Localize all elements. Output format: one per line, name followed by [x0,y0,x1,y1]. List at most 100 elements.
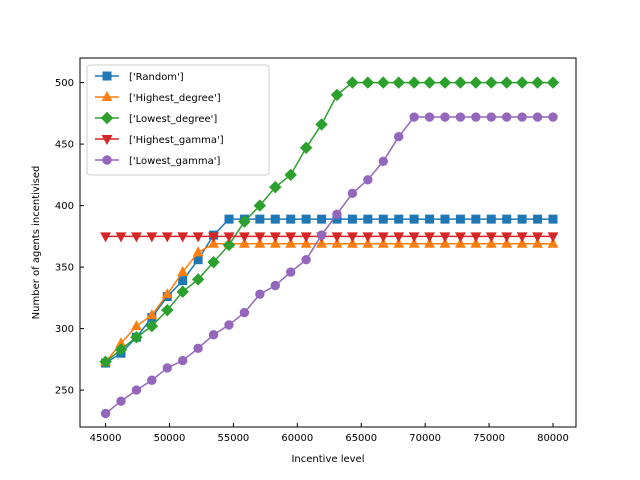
data-point [532,112,543,122]
data-point [161,288,173,299]
data-point [485,76,498,89]
data-point [547,237,559,248]
data-point [239,307,250,318]
series-group [99,76,560,369]
legend-marker [100,111,114,125]
data-point [377,76,390,89]
data-point [286,267,296,277]
legend-marker [101,90,113,101]
legend-marker [101,135,113,146]
data-point [377,232,389,243]
data-point [254,237,266,248]
data-point [546,76,560,89]
data-point [346,232,358,243]
data-point [346,237,358,248]
data-point [301,214,311,224]
data-point [178,355,188,366]
data-point [440,214,450,224]
data-point [515,76,529,89]
ticks-layer: 45000 50000 55000 60000 65000 70000 75000 80000… [55,78,569,444]
series-group [100,232,559,243]
data-point [331,237,343,248]
data-point [392,76,405,89]
legend-label: ['Lowest_degree'] [129,114,217,125]
data-point [208,232,220,243]
data-point [316,237,328,248]
data-point [485,237,497,248]
data-point [192,232,204,243]
x-axis-label: Incentive level [291,454,364,465]
data-point [531,76,544,89]
data-point [285,232,297,243]
data-point [424,237,436,248]
data-point [253,199,267,212]
data-point [285,237,297,248]
data-point [270,214,280,224]
data-point [363,175,373,185]
plot-frame [79,57,577,428]
data-point [346,76,359,89]
data-point [408,232,420,243]
data-point [100,408,111,419]
data-point [548,112,558,122]
data-point [394,132,404,142]
legend-box [86,64,270,176]
data-point [517,112,527,122]
data-point [270,280,280,291]
data-point [502,112,512,122]
data-point [454,237,466,248]
data-point [547,232,559,243]
data-point [269,180,282,194]
data-point [300,237,312,248]
data-point [284,168,297,182]
data-point [207,255,220,269]
data-point [255,214,265,224]
data-point [501,237,513,248]
data-point [470,232,482,243]
y-tick-label: 300 [55,324,74,335]
data-point [409,214,419,224]
data-point [424,112,435,122]
data-point [470,237,482,248]
data-point [409,112,419,122]
data-point [161,303,174,317]
data-point [208,237,220,248]
data-point [347,188,358,199]
data-point [146,309,158,320]
data-point [315,118,328,131]
data-point [439,232,451,243]
data-point [332,209,342,219]
series-layer [99,76,560,419]
data-point [471,214,481,224]
legend-label: ['Random'] [129,72,184,83]
data-point [393,232,405,243]
data-point [224,320,234,330]
data-point [502,214,512,224]
data-point [516,237,528,248]
data-point [423,76,436,89]
data-point [408,237,420,248]
data-point [177,232,189,243]
y-tick-label: 450 [55,140,74,151]
data-point [116,396,126,406]
data-point [301,255,311,265]
data-point [254,232,266,243]
data-point [424,232,436,243]
x-tick-label: 70000 [409,433,441,444]
data-point [286,214,296,224]
x-tick-label: 45000 [90,433,122,444]
legend-label: ['Highest_degree'] [129,93,221,104]
data-point [362,232,374,243]
data-point [238,215,251,228]
series-group [100,112,558,419]
data-point [378,214,388,224]
series-line [105,218,553,364]
data-point [548,214,558,224]
data-point [177,265,189,277]
data-point [208,330,219,340]
data-point [471,112,481,122]
legend-marker [102,155,112,165]
data-point [500,76,513,89]
data-point [330,88,344,102]
